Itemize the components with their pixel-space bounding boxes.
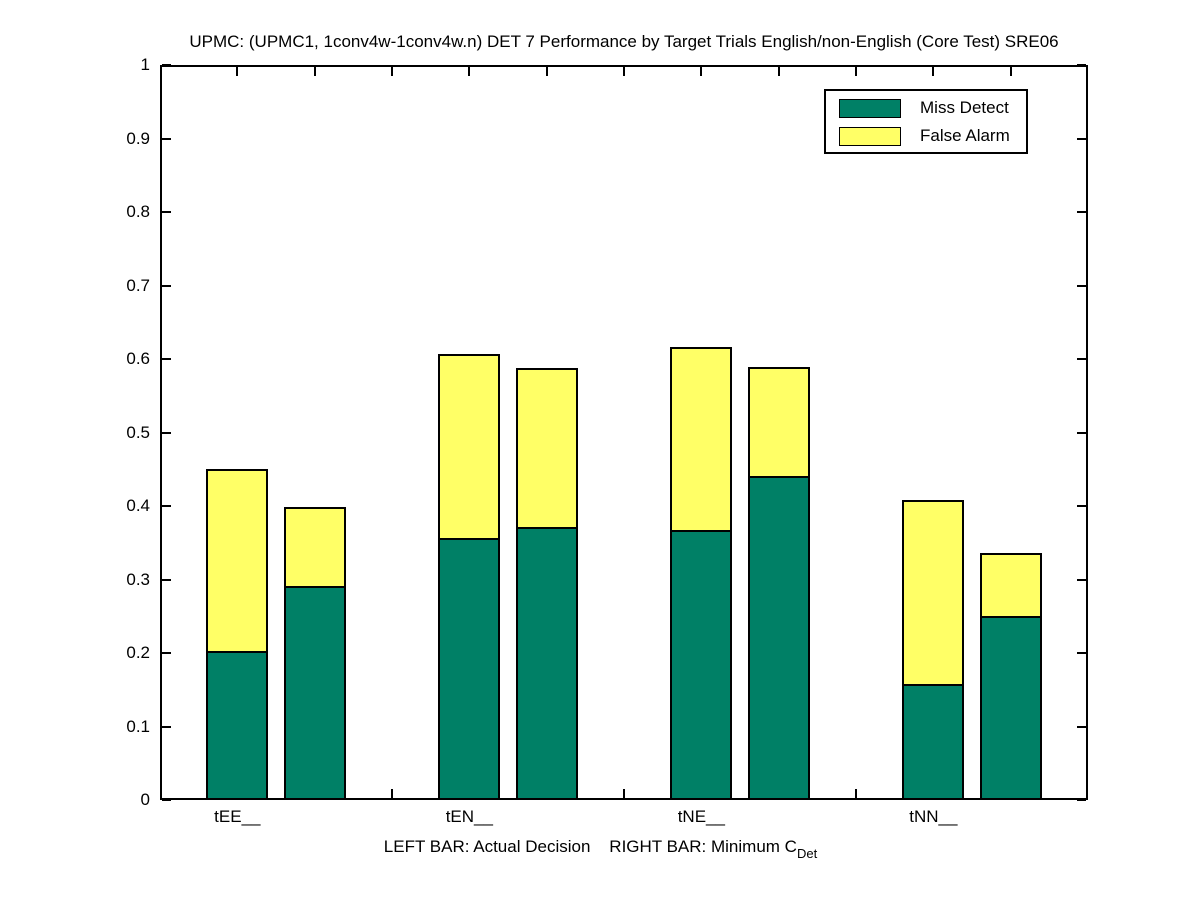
x-tick-top	[932, 67, 935, 76]
y-tick-right	[1077, 137, 1086, 140]
y-tick-left	[162, 211, 171, 213]
y-tick-right	[1077, 725, 1086, 728]
x-tick-top	[700, 67, 703, 76]
bar-actual-tEE__	[206, 468, 269, 800]
bar-segment-miss-detect	[208, 650, 267, 798]
y-tick-label: 0.4	[126, 496, 150, 515]
y-tick-right	[1077, 211, 1086, 213]
bar-segment-miss-detect	[672, 530, 731, 798]
bar-segment-miss-detect	[749, 475, 808, 798]
bar-segment-miss-detect	[285, 586, 344, 798]
y-tick-label: 0.2	[126, 643, 150, 662]
y-tick-label: 0	[140, 790, 150, 809]
legend-label-false-alarm: False Alarm	[920, 126, 1010, 145]
legend: Miss Detect False Alarm	[824, 89, 1028, 154]
y-tick-label: 0.7	[126, 275, 150, 295]
y-tick-label: 0.3	[126, 569, 150, 589]
y-tick-left	[162, 578, 171, 581]
y-tick-label: 0.1	[126, 716, 150, 736]
bar-minimum-tNE__	[747, 367, 810, 800]
bar-minimum-tNN__	[979, 553, 1042, 800]
x-tick-top	[623, 67, 625, 76]
x-category-label: tEE__	[214, 807, 261, 826]
bar-segment-miss-detect	[904, 683, 963, 798]
y-tick-left	[162, 652, 171, 654]
plot-area-border	[160, 65, 1088, 800]
bar-minimum-tEN__	[515, 367, 578, 800]
bar-segment-miss-detect	[440, 537, 499, 798]
y-tick-right	[1077, 578, 1086, 581]
y-tick-right	[1077, 799, 1086, 801]
y-tick-left	[162, 431, 171, 434]
x-tick-top	[777, 67, 780, 76]
legend-swatch-false-alarm	[839, 127, 901, 146]
y-tick-right	[1077, 431, 1086, 434]
y-tick-right	[1077, 64, 1086, 66]
x-tick-top	[313, 67, 316, 76]
y-tick-label: 1	[140, 55, 150, 74]
x-tick-top	[236, 67, 239, 76]
legend-label-miss-detect: Miss Detect	[920, 98, 1009, 117]
y-tick-right	[1077, 505, 1086, 507]
y-tick-left	[162, 284, 171, 287]
legend-swatch-miss-detect	[839, 99, 901, 118]
chart-title: UPMC: (UPMC1, 1conv4w-1conv4w.n) DET 7 P…	[189, 32, 1059, 51]
bar-actual-tEN__	[438, 353, 501, 800]
y-tick-left	[162, 799, 171, 801]
bar-segment-miss-detect	[981, 615, 1040, 798]
x-axis-label-subscript: Det	[796, 846, 818, 861]
y-tick-label: 0.5	[126, 422, 150, 442]
y-tick-left	[162, 64, 171, 66]
bar-actual-tNN__	[902, 500, 965, 800]
y-tick-label: 0.9	[126, 128, 150, 148]
y-tick-right	[1077, 652, 1086, 654]
x-tick-top	[855, 67, 857, 76]
x-tick-top	[468, 67, 471, 76]
bar-minimum-tEE__	[283, 506, 346, 800]
x-category-label: tEN__	[445, 807, 493, 826]
x-category-label: tNE__	[677, 807, 725, 826]
x-tick-bottom	[623, 789, 625, 798]
y-tick-right	[1077, 358, 1086, 360]
y-tick-left	[162, 358, 171, 360]
bar-segment-miss-detect	[517, 527, 576, 798]
y-tick-right	[1077, 284, 1086, 287]
x-tick-bottom	[391, 789, 393, 798]
x-tick-top	[1009, 67, 1012, 76]
x-tick-bottom	[855, 789, 857, 798]
y-tick-left	[162, 137, 171, 140]
x-tick-top	[545, 67, 548, 76]
bar-actual-tNE__	[670, 346, 733, 800]
y-tick-label: 0.8	[126, 202, 150, 221]
y-tick-left	[162, 505, 171, 507]
y-tick-left	[162, 725, 171, 728]
x-axis-label-main: LEFT BAR: Actual Decision RIGHT BAR: Min…	[383, 837, 797, 856]
y-tick-label: 0.6	[126, 349, 150, 368]
x-tick-top	[391, 67, 393, 76]
x-axis-label: LEFT BAR: Actual Decision RIGHT BAR: Min…	[0, 836, 1201, 861]
x-category-label: tNN__	[909, 807, 958, 826]
